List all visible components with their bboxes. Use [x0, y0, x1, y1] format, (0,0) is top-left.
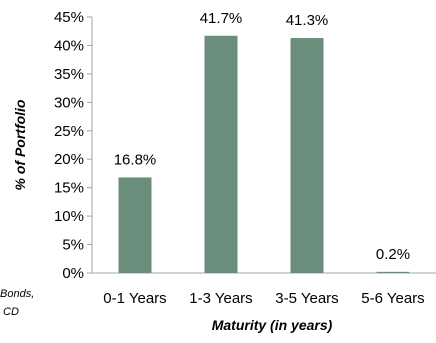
data-label: 16.8% [114, 151, 157, 168]
y-tick-label: 20% [54, 151, 84, 168]
data-label: 0.2% [376, 246, 410, 263]
side-note-line-1: Bonds, [0, 288, 34, 300]
x-category-label: 5-6 Years [361, 290, 424, 307]
y-tick-label: 25% [54, 123, 84, 140]
y-tick-label: 30% [54, 94, 84, 111]
bar-3-5-years [290, 38, 324, 273]
y-axis-ticks: 0% 5% 10% 15% 20% 25% 30% 35% 40% 45% [54, 9, 92, 282]
x-category-label: 3-5 Years [275, 290, 338, 307]
data-labels: 16.8% 41.7% 41.3% 0.2% [114, 10, 410, 263]
x-category-label: 1-3 Years [189, 290, 252, 307]
bars [118, 35, 410, 274]
y-tick-label: 45% [54, 9, 84, 26]
bar-1-3-years [204, 35, 238, 274]
y-tick-label: 15% [54, 180, 84, 197]
x-axis-title: Maturity (in years) [212, 317, 333, 333]
side-note-line-2: CD [3, 306, 19, 318]
y-tick-label: 40% [54, 37, 84, 54]
y-tick-label: 0% [62, 265, 84, 282]
y-tick-label: 35% [54, 66, 84, 83]
y-tick-label: 5% [62, 237, 84, 254]
bar-0-1-years [118, 177, 152, 273]
x-axis-categories: 0-1 Years 1-3 Years 3-5 Years 5-6 Years [103, 290, 424, 307]
y-axis-title: % of Portfolio [12, 99, 28, 190]
y-tick-label: 10% [54, 208, 84, 225]
data-label: 41.3% [286, 12, 329, 29]
data-label: 41.7% [200, 10, 243, 27]
x-category-label: 0-1 Years [103, 290, 166, 307]
bar-5-6-years [376, 271, 410, 273]
